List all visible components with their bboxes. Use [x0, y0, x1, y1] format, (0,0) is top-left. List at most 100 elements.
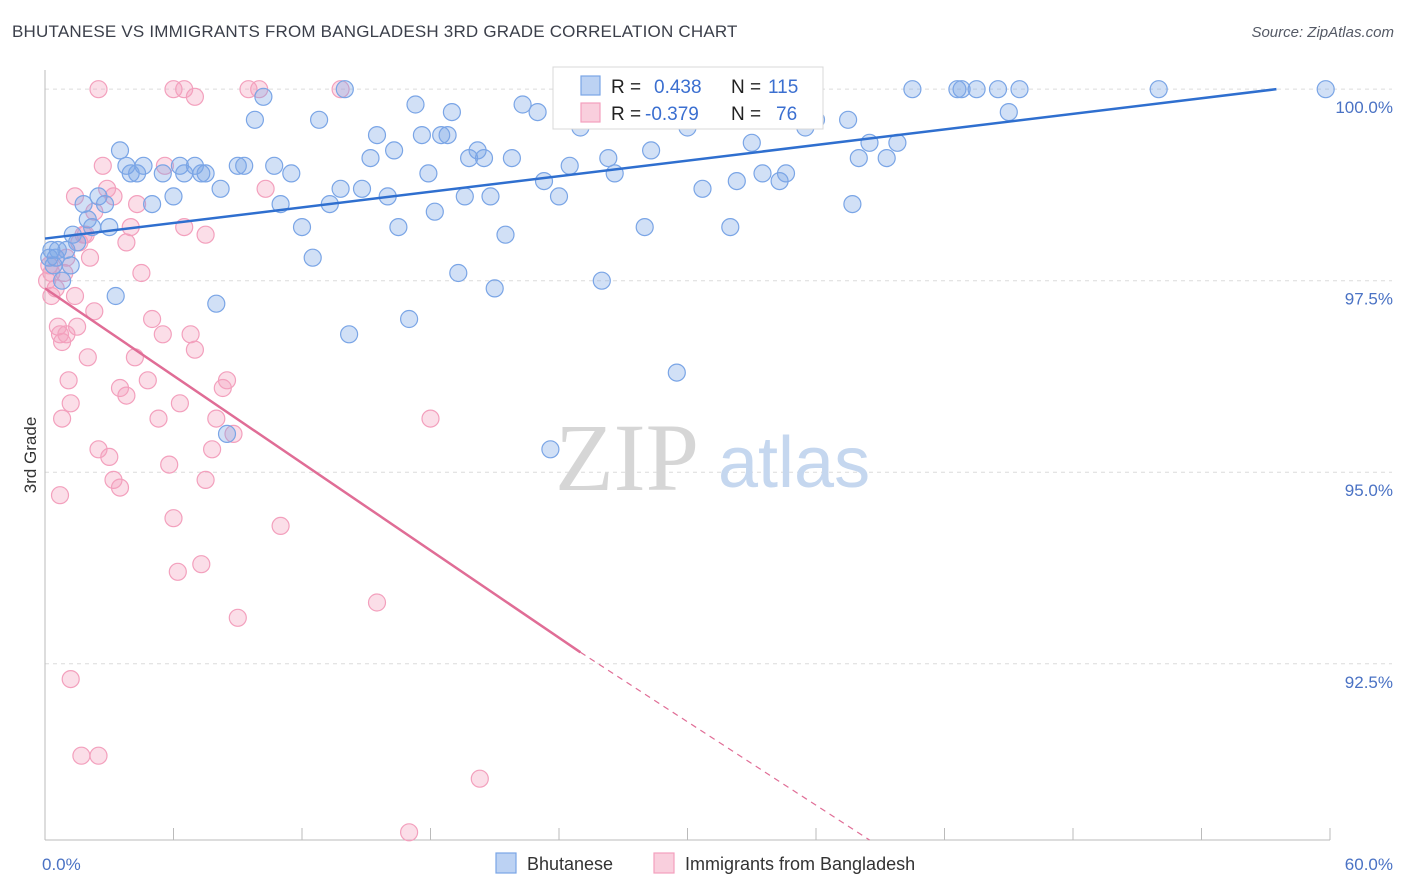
- bhutanese-point-59: [438, 126, 457, 145]
- trend-line-bangladesh-extension: [580, 651, 870, 841]
- bhutanese-point-29: [196, 164, 215, 183]
- axes: [44, 70, 1331, 841]
- bangladesh-point-74: [170, 394, 189, 413]
- bhutanese-point-93: [742, 133, 761, 152]
- bangladesh-point-27: [138, 371, 157, 390]
- bangladesh-point-12: [65, 286, 85, 306]
- y-tick-label-1: 95.0%: [1345, 481, 1393, 500]
- bhutanese-point-52: [389, 218, 408, 237]
- bhutanese-point-65: [474, 149, 494, 168]
- bhutanese-point-86: [667, 363, 686, 382]
- bhutanese-point-69: [502, 149, 521, 168]
- bhutanese-point-107: [948, 80, 967, 99]
- bhutanese-point-23: [153, 164, 172, 183]
- bhutanese-point-28: [192, 164, 211, 183]
- bhutanese-point-33: [228, 156, 247, 175]
- bhutanese-point-108: [952, 80, 971, 99]
- bhutanese-point-61: [449, 263, 468, 283]
- trend-line-bhutanese: [44, 87, 1277, 240]
- bangladesh-point-23: [117, 386, 136, 405]
- bhutanese-point-17: [110, 141, 130, 160]
- bhutanese-point-34: [235, 156, 254, 175]
- bangladesh-point-73: [196, 225, 215, 244]
- bhutanese-point-15: [100, 218, 119, 237]
- bhutanese-point-44: [331, 179, 350, 198]
- bangladesh-point-48: [331, 80, 350, 99]
- watermark-zip: ZIP: [555, 404, 699, 511]
- bhutanese-point-81: [605, 164, 624, 183]
- bhutanese-point-88: [693, 179, 712, 198]
- bangladesh-point-56: [239, 80, 258, 99]
- trend-line-bangladesh: [44, 287, 582, 654]
- bangladesh-point-11: [61, 394, 80, 413]
- bangladesh-point-32: [164, 509, 183, 528]
- bangladesh-point-50: [400, 823, 419, 842]
- bhutanese-point-70: [513, 95, 532, 114]
- bangladesh-point-61: [50, 486, 70, 505]
- bhutanese-point-111: [999, 102, 1018, 122]
- bhutanese-point-57: [425, 202, 444, 221]
- bhutanese-point-32: [217, 424, 237, 443]
- chart-title: BHUTANESE VS IMMIGRANTS FROM BANGLADESH …: [12, 22, 738, 41]
- bhutanese-point-20: [128, 164, 147, 183]
- stats-n-value-2: 76: [776, 104, 797, 125]
- stats-r-value-1: 0.438: [654, 77, 702, 98]
- y-tick-label-2: 97.5%: [1345, 290, 1393, 309]
- bangladesh-point-58: [57, 325, 76, 344]
- bhutanese-point-39: [282, 164, 301, 183]
- bangladesh-point-62: [61, 669, 80, 689]
- legend-swatch-bangladesh: [653, 852, 675, 874]
- stats-box: R = 0.438 N = 115 R = -0.379 N = 76: [552, 66, 824, 130]
- bhutanese-point-5: [52, 271, 72, 290]
- bhutanese-point-10: [74, 195, 93, 214]
- bhutanese-point-45: [335, 80, 354, 99]
- bhutanese-point-31: [211, 179, 230, 198]
- bangladesh-point-26: [132, 263, 151, 283]
- series-bangladesh-points: [37, 80, 489, 842]
- bangladesh-point-39: [203, 440, 222, 459]
- bhutanese-point-109: [967, 80, 986, 99]
- bhutanese-point-21: [134, 156, 153, 175]
- bhutanese-point-27: [185, 156, 204, 175]
- legend: Bhutanese Immigrants from Bangladesh: [495, 852, 915, 874]
- bangladesh-point-36: [185, 340, 204, 359]
- bangladesh-point-37: [192, 555, 211, 574]
- bangladesh-point-47: [271, 516, 290, 536]
- bhutanese-point-47: [352, 179, 372, 198]
- legend-label-bhutanese: Bhutanese: [527, 854, 613, 874]
- bhutanese-point-42: [310, 110, 329, 129]
- bangladesh-point-68: [117, 233, 136, 252]
- bhutanese-point-36: [254, 87, 273, 106]
- bangladesh-point-38: [196, 470, 215, 489]
- bhutanese-point-49: [367, 126, 387, 145]
- bhutanese-point-104: [877, 149, 896, 168]
- bhutanese-point-16: [106, 286, 125, 306]
- bhutanese-point-14: [95, 195, 115, 214]
- bangladesh-point-65: [100, 447, 119, 466]
- bhutanese-point-24: [164, 187, 183, 206]
- bangladesh-point-49: [367, 593, 387, 612]
- stats-swatch-bhutanese: [580, 75, 601, 96]
- bhutanese-point-91: [727, 172, 746, 191]
- bhutanese-point-101: [843, 195, 862, 214]
- bangladesh-point-72: [155, 156, 174, 175]
- bhutanese-point-68: [496, 225, 515, 244]
- bangladesh-point-54: [175, 80, 194, 99]
- bhutanese-point-100: [838, 110, 858, 129]
- bangladesh-point-67: [110, 478, 130, 497]
- bhutanese-point-102: [849, 149, 868, 168]
- bhutanese-point-96: [776, 164, 796, 183]
- bhutanese-point-90: [721, 218, 740, 237]
- x-tick-label-1: 60.0%: [1345, 855, 1393, 874]
- bhutanese-point-94: [753, 164, 772, 183]
- bangladesh-point-29: [149, 409, 168, 428]
- bhutanese-point-112: [1010, 80, 1029, 99]
- bangladesh-point-15: [78, 348, 97, 367]
- series-bhutanese-points: [40, 80, 1335, 459]
- stats-n-value-1: 115: [768, 77, 798, 98]
- bangladesh-point-42: [217, 371, 237, 390]
- bhutanese-point-30: [207, 294, 226, 313]
- y-axis-title: 3rd Grade: [21, 417, 40, 494]
- bangladesh-point-52: [470, 769, 489, 788]
- bangladesh-point-75: [125, 348, 144, 367]
